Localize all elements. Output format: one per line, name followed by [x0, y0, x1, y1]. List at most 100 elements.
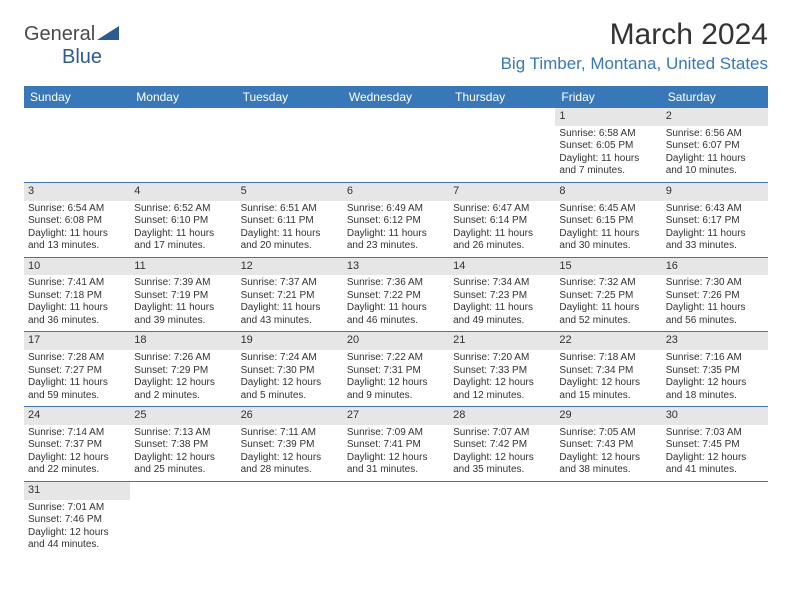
day-number: 30: [662, 407, 768, 425]
sunset-line: Sunset: 7:27 PM: [28, 365, 126, 378]
sunset-line: Sunset: 7:29 PM: [134, 365, 232, 378]
day-number-empty: [662, 482, 768, 500]
calendar-cell: 18Sunrise: 7:26 AMSunset: 7:29 PMDayligh…: [130, 332, 236, 407]
calendar-cell: 24Sunrise: 7:14 AMSunset: 7:37 PMDayligh…: [24, 407, 130, 482]
dow-header: Saturday: [662, 86, 768, 108]
calendar-cell: 2Sunrise: 6:56 AMSunset: 6:07 PMDaylight…: [662, 108, 768, 182]
sunrise-line: Sunrise: 7:18 AM: [559, 352, 657, 365]
sunrise-line: Sunrise: 6:52 AM: [134, 203, 232, 216]
cell-body: Sunrise: 7:05 AMSunset: 7:43 PMDaylight:…: [555, 425, 661, 481]
dow-header: Thursday: [449, 86, 555, 108]
daylight-line: Daylight: 11 hours and 23 minutes.: [347, 228, 445, 253]
cell-body: Sunrise: 7:30 AMSunset: 7:26 PMDaylight:…: [662, 275, 768, 331]
daylight-line: Daylight: 11 hours and 33 minutes.: [666, 228, 764, 253]
cell-body: Sunrise: 6:56 AMSunset: 6:07 PMDaylight:…: [662, 126, 768, 182]
daylight-line: Daylight: 12 hours and 2 minutes.: [134, 377, 232, 402]
calendar-cell: 16Sunrise: 7:30 AMSunset: 7:26 PMDayligh…: [662, 257, 768, 332]
calendar-row: 17Sunrise: 7:28 AMSunset: 7:27 PMDayligh…: [24, 332, 768, 407]
calendar-cell: 31Sunrise: 7:01 AMSunset: 7:46 PMDayligh…: [24, 481, 130, 555]
sunset-line: Sunset: 6:15 PM: [559, 215, 657, 228]
calendar-cell: 25Sunrise: 7:13 AMSunset: 7:38 PMDayligh…: [130, 407, 236, 482]
daylight-line: Daylight: 12 hours and 18 minutes.: [666, 377, 764, 402]
sunrise-line: Sunrise: 7:01 AM: [28, 502, 126, 515]
calendar-cell: 17Sunrise: 7:28 AMSunset: 7:27 PMDayligh…: [24, 332, 130, 407]
sunset-line: Sunset: 7:18 PM: [28, 290, 126, 303]
sunset-line: Sunset: 7:35 PM: [666, 365, 764, 378]
logo: General Blue: [24, 18, 119, 68]
sunset-line: Sunset: 7:26 PM: [666, 290, 764, 303]
day-number-empty: [237, 482, 343, 500]
sunrise-line: Sunrise: 7:05 AM: [559, 427, 657, 440]
daylight-line: Daylight: 11 hours and 26 minutes.: [453, 228, 551, 253]
calendar-cell: 21Sunrise: 7:20 AMSunset: 7:33 PMDayligh…: [449, 332, 555, 407]
daylight-line: Daylight: 12 hours and 44 minutes.: [28, 527, 126, 552]
sunset-line: Sunset: 7:43 PM: [559, 439, 657, 452]
sunset-line: Sunset: 7:19 PM: [134, 290, 232, 303]
calendar-cell: 3Sunrise: 6:54 AMSunset: 6:08 PMDaylight…: [24, 182, 130, 257]
dow-header: Sunday: [24, 86, 130, 108]
cell-body: Sunrise: 7:20 AMSunset: 7:33 PMDaylight:…: [449, 350, 555, 406]
sunrise-line: Sunrise: 7:32 AM: [559, 277, 657, 290]
sunset-line: Sunset: 6:12 PM: [347, 215, 445, 228]
cell-body: Sunrise: 7:13 AMSunset: 7:38 PMDaylight:…: [130, 425, 236, 481]
calendar-cell: 14Sunrise: 7:34 AMSunset: 7:23 PMDayligh…: [449, 257, 555, 332]
day-number: 2: [662, 108, 768, 126]
daylight-line: Daylight: 11 hours and 39 minutes.: [134, 302, 232, 327]
day-number-empty: [130, 108, 236, 126]
calendar-cell: 19Sunrise: 7:24 AMSunset: 7:30 PMDayligh…: [237, 332, 343, 407]
day-number: 3: [24, 183, 130, 201]
day-number: 11: [130, 258, 236, 276]
cell-body: Sunrise: 7:28 AMSunset: 7:27 PMDaylight:…: [24, 350, 130, 406]
daylight-line: Daylight: 11 hours and 13 minutes.: [28, 228, 126, 253]
sunset-line: Sunset: 6:08 PM: [28, 215, 126, 228]
day-number: 20: [343, 332, 449, 350]
calendar-cell: 15Sunrise: 7:32 AMSunset: 7:25 PMDayligh…: [555, 257, 661, 332]
day-number: 8: [555, 183, 661, 201]
logo-word2: Blue: [24, 46, 102, 68]
day-number: 28: [449, 407, 555, 425]
day-number: 23: [662, 332, 768, 350]
cell-body: Sunrise: 7:41 AMSunset: 7:18 PMDaylight:…: [24, 275, 130, 331]
sunrise-line: Sunrise: 7:09 AM: [347, 427, 445, 440]
calendar-cell: 12Sunrise: 7:37 AMSunset: 7:21 PMDayligh…: [237, 257, 343, 332]
day-number: 19: [237, 332, 343, 350]
daylight-line: Daylight: 11 hours and 49 minutes.: [453, 302, 551, 327]
day-number: 9: [662, 183, 768, 201]
cell-body: Sunrise: 6:43 AMSunset: 6:17 PMDaylight:…: [662, 201, 768, 257]
calendar-cell: 11Sunrise: 7:39 AMSunset: 7:19 PMDayligh…: [130, 257, 236, 332]
sunset-line: Sunset: 7:39 PM: [241, 439, 339, 452]
sunrise-line: Sunrise: 7:13 AM: [134, 427, 232, 440]
cell-body: Sunrise: 7:34 AMSunset: 7:23 PMDaylight:…: [449, 275, 555, 331]
sunset-line: Sunset: 6:17 PM: [666, 215, 764, 228]
sunset-line: Sunset: 7:31 PM: [347, 365, 445, 378]
title-block: March 2024 Big Timber, Montana, United S…: [501, 18, 768, 74]
sunset-line: Sunset: 7:33 PM: [453, 365, 551, 378]
cell-body: Sunrise: 6:52 AMSunset: 6:10 PMDaylight:…: [130, 201, 236, 257]
day-number: 26: [237, 407, 343, 425]
calendar-cell: 20Sunrise: 7:22 AMSunset: 7:31 PMDayligh…: [343, 332, 449, 407]
daylight-line: Daylight: 12 hours and 31 minutes.: [347, 452, 445, 477]
cell-body: Sunrise: 6:58 AMSunset: 6:05 PMDaylight:…: [555, 126, 661, 182]
daylight-line: Daylight: 11 hours and 36 minutes.: [28, 302, 126, 327]
sunrise-line: Sunrise: 6:51 AM: [241, 203, 339, 216]
sunset-line: Sunset: 7:25 PM: [559, 290, 657, 303]
day-number-empty: [449, 108, 555, 126]
sunrise-line: Sunrise: 7:30 AM: [666, 277, 764, 290]
logo-word1: General: [24, 23, 95, 45]
cell-body: Sunrise: 7:26 AMSunset: 7:29 PMDaylight:…: [130, 350, 236, 406]
sunset-line: Sunset: 7:30 PM: [241, 365, 339, 378]
daylight-line: Daylight: 11 hours and 43 minutes.: [241, 302, 339, 327]
header: General Blue March 2024 Big Timber, Mont…: [0, 0, 792, 78]
sunset-line: Sunset: 7:42 PM: [453, 439, 551, 452]
calendar-cell: 5Sunrise: 6:51 AMSunset: 6:11 PMDaylight…: [237, 182, 343, 257]
sunrise-line: Sunrise: 7:37 AM: [241, 277, 339, 290]
calendar-cell: [555, 481, 661, 555]
calendar-cell: [130, 108, 236, 182]
calendar-row: 10Sunrise: 7:41 AMSunset: 7:18 PMDayligh…: [24, 257, 768, 332]
day-number: 27: [343, 407, 449, 425]
daylight-line: Daylight: 11 hours and 7 minutes.: [559, 153, 657, 178]
calendar-cell: 10Sunrise: 7:41 AMSunset: 7:18 PMDayligh…: [24, 257, 130, 332]
daylight-line: Daylight: 11 hours and 10 minutes.: [666, 153, 764, 178]
calendar-cell: [237, 481, 343, 555]
day-number: 29: [555, 407, 661, 425]
